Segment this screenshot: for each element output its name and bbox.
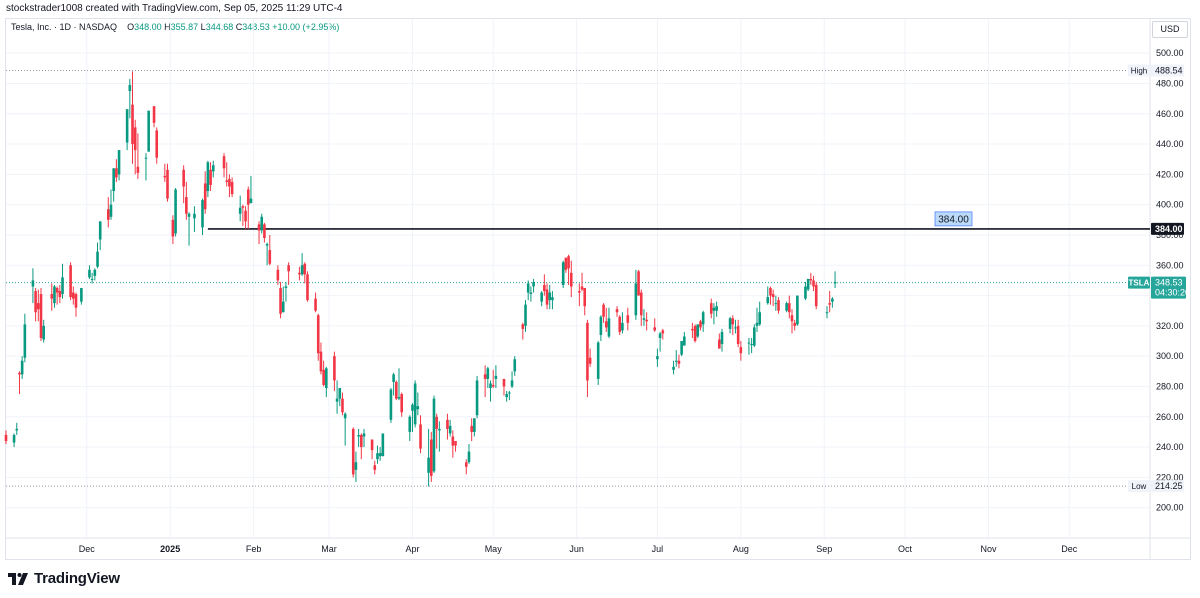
tradingview-logo[interactable]: TradingView: [8, 570, 120, 587]
close-value: 348.53: [242, 22, 270, 32]
open-label: O: [127, 22, 135, 32]
high-value: 355.87: [170, 22, 199, 32]
low-label: L: [200, 22, 206, 32]
symbol-description: Tesla, Inc. · 1D · NASDAQ: [11, 22, 118, 32]
chart-frame: [5, 18, 1191, 560]
chart-caption: stockstrader1008 created with TradingVie…: [6, 3, 343, 14]
high-label: H: [164, 22, 171, 32]
low-value: 344.68: [205, 22, 234, 32]
change-value: +10.00 (+2.95%): [272, 22, 340, 32]
tradingview-logo-icon: [8, 572, 28, 585]
open-value: 348.00: [134, 22, 162, 32]
close-label: C: [235, 22, 243, 32]
brand-name: TradingView: [34, 570, 120, 587]
symbol-legend: Tesla, Inc. · 1D · NASDAQ O348.00 H355.8…: [11, 22, 339, 32]
currency-selector[interactable]: USD: [1152, 21, 1188, 38]
